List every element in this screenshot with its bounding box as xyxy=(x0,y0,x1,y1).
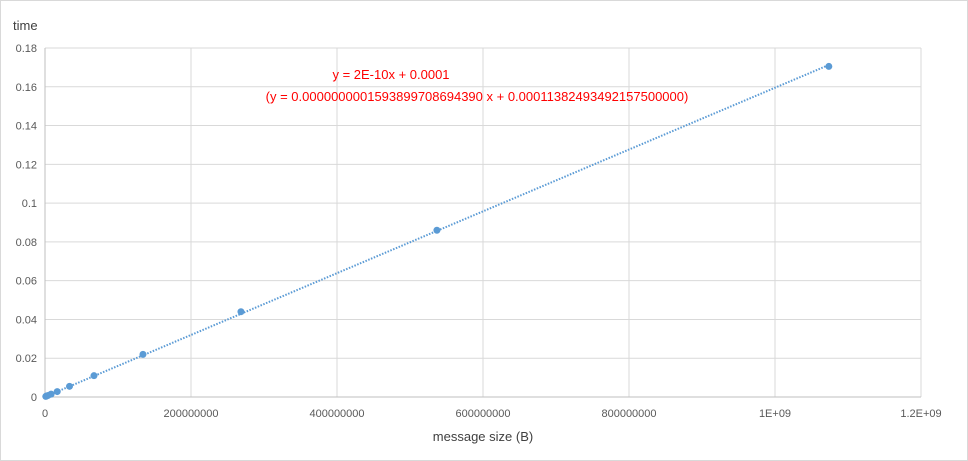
data-points xyxy=(42,62,833,400)
y-tick-label: 0.12 xyxy=(16,159,37,171)
y-tick-label: 0.16 xyxy=(16,82,37,94)
y-tick-label: 0.02 xyxy=(16,353,37,365)
x-tick-label: 600000000 xyxy=(455,408,510,420)
x-tick-labels: 0 200000000 400000000 600000000 800000000 1E+… xyxy=(42,408,942,420)
x-axis-title: message size (B) xyxy=(433,429,533,444)
trendline-equation: y = 2E-10x + 0.0001 xyxy=(332,67,449,82)
data-point xyxy=(139,350,147,358)
data-point xyxy=(65,382,73,390)
x-tick-label: 200000000 xyxy=(163,408,218,420)
x-tick-label: 1E+09 xyxy=(759,408,791,420)
trendline xyxy=(44,64,830,398)
data-point xyxy=(237,308,245,316)
trendline-equation-precise: (y = 0.00000000015938997086943​90 x + 0.… xyxy=(266,89,689,104)
y-tick-label: 0.04 xyxy=(16,314,37,326)
x-tick-label: 0 xyxy=(42,408,48,420)
data-point xyxy=(53,388,61,396)
y-tick-label: 0 xyxy=(31,392,37,404)
y-tick-label: 0.06 xyxy=(16,276,37,288)
x-tick-label: 400000000 xyxy=(309,408,364,420)
y-tick-label: 0.18 xyxy=(16,43,37,55)
data-point xyxy=(47,390,55,398)
axes xyxy=(44,48,921,398)
grid-lines xyxy=(45,47,922,397)
data-point xyxy=(90,372,98,380)
data-point xyxy=(825,62,833,70)
x-tick-label: 1.2E+09 xyxy=(900,408,941,420)
y-tick-label: 0.14 xyxy=(16,121,37,133)
data-point xyxy=(433,226,441,234)
y-tick-labels: 0 0.02 0.04 0.06 0.08 0.1 0.12 0.14 0.16 0.18 xyxy=(16,43,37,404)
x-tick-label: 800000000 xyxy=(601,408,656,420)
trendline-line xyxy=(44,64,830,398)
y-tick-label: 0.08 xyxy=(16,237,37,249)
y-axis-title: time xyxy=(13,18,38,33)
y-tick-label: 0.1 xyxy=(22,198,37,210)
